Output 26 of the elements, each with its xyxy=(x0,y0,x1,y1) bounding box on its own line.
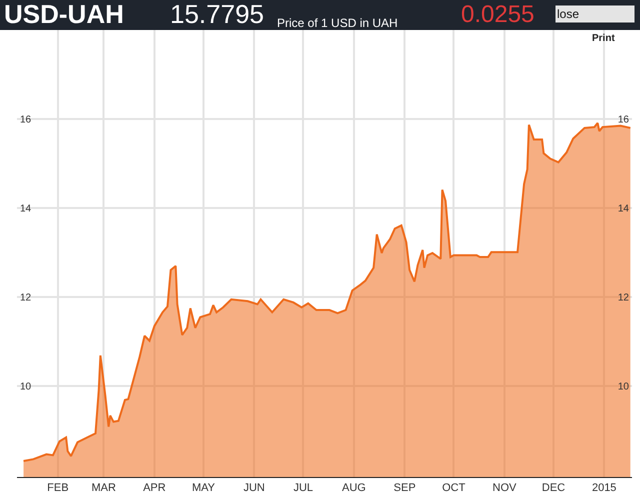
chart-title: USD-UAH xyxy=(4,0,124,29)
x-tick-label: DEC xyxy=(542,482,566,494)
y2-tick-label: 14 xyxy=(618,204,630,215)
y2-tick-label: 16 xyxy=(618,114,630,126)
y-tick-label: 14 xyxy=(20,204,32,215)
x-tick-label: 2015 xyxy=(592,482,616,494)
text: lose xyxy=(557,7,580,21)
text: 15.7795 xyxy=(170,0,264,29)
annotation: Price of 1 USD in UAH xyxy=(277,16,398,30)
text: 0.0255 xyxy=(461,1,534,28)
x-tick-label: JUL xyxy=(293,482,314,494)
x-tick-label: OCT xyxy=(442,482,466,494)
y-tick-label: 16 xyxy=(20,114,32,126)
x-tick-label: MAY xyxy=(192,482,216,494)
y2-tick-label: 12 xyxy=(618,292,630,304)
y2-tick-label: 10 xyxy=(618,382,630,393)
x-tick-label: APR xyxy=(143,482,166,494)
y-tick-label: 12 xyxy=(20,292,32,304)
x-tick-label: FEB xyxy=(47,482,69,494)
y-tick-label: 10 xyxy=(20,382,32,393)
x-tick-label: AUG xyxy=(342,482,366,494)
x-tick-label: SEP xyxy=(394,482,416,494)
x-tick-label: NOV xyxy=(492,482,517,494)
x-tick-label: JUN xyxy=(243,482,265,494)
x-tick-label: MAR xyxy=(91,482,116,494)
annotation: Print xyxy=(592,33,616,44)
